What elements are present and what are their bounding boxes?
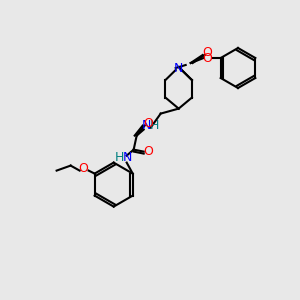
Text: N: N bbox=[174, 62, 183, 76]
Text: O: O bbox=[79, 162, 88, 175]
Text: O: O bbox=[144, 145, 154, 158]
Text: O: O bbox=[144, 117, 154, 130]
Text: H: H bbox=[115, 151, 124, 164]
Text: O: O bbox=[203, 52, 213, 64]
Text: N: N bbox=[142, 119, 152, 132]
Text: H: H bbox=[150, 119, 159, 132]
Text: N: N bbox=[123, 151, 132, 164]
Text: O: O bbox=[203, 46, 213, 59]
